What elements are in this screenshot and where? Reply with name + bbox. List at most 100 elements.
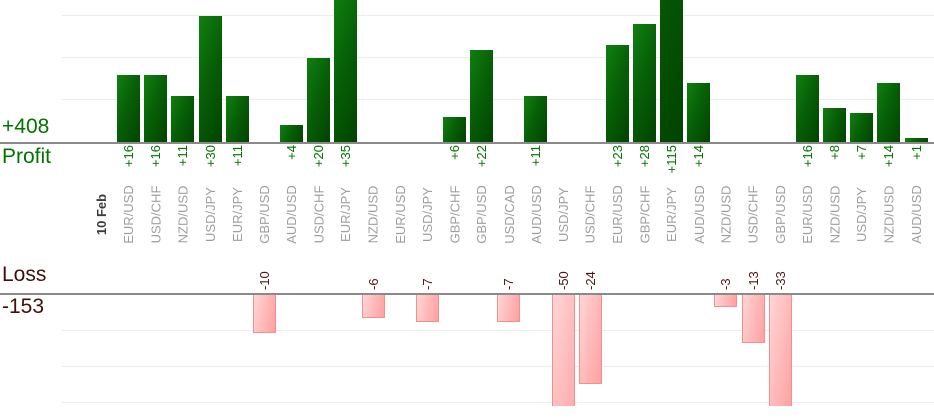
pair-label: EUR/USD (390, 184, 410, 244)
pair-text: NZD/USD (718, 185, 734, 243)
pair-text: GBP/USD (256, 184, 272, 244)
profit-value-label: +14 (691, 145, 707, 168)
profit-bar (850, 113, 874, 142)
profit-bar (795, 75, 819, 142)
pair-label: NZD/USD (879, 185, 899, 243)
profit-bar (307, 58, 331, 142)
profit-bar (144, 75, 168, 142)
pair-label: EUR/JPY (662, 185, 682, 243)
profit-value-label: +11 (175, 145, 191, 167)
profit-bar (198, 16, 222, 142)
loss-gridline (62, 402, 934, 403)
loss-bar (551, 295, 575, 406)
pair-text: USD/JPY (555, 186, 571, 242)
pair-label: GBP/CHF (444, 185, 464, 243)
profit-value-label: +11 (528, 145, 544, 167)
date-label: 10 Feb (92, 185, 112, 243)
loss-bar (415, 295, 439, 322)
loss-value-label: -33 (772, 271, 788, 290)
profit-gridline (62, 15, 934, 16)
profit-value-label: +7 (854, 145, 870, 160)
pair-text: AUD/USD (908, 184, 924, 244)
loss-axis-line (0, 293, 934, 295)
pair-label: NZD/USD (825, 185, 845, 243)
profit-value-label: +35 (338, 145, 354, 168)
pair-text: NZD/USD (365, 185, 381, 243)
pair-text: GBP/USD (474, 184, 490, 244)
pair-text: EUR/JPY (664, 186, 680, 242)
profit-bar (660, 0, 684, 142)
profit-value-label: +4 (284, 145, 300, 160)
pair-text: EUR/USD (392, 184, 408, 244)
pair-label: EUR/JPY (227, 185, 247, 243)
pair-label: USD/JPY (553, 185, 573, 243)
profit-bar (524, 96, 548, 142)
pair-text: EUR/JPY (338, 186, 354, 242)
pair-text: AUD/USD (528, 184, 544, 244)
pair-label: GBP/USD (770, 184, 790, 244)
pair-text: EUR/USD (609, 184, 625, 244)
pair-label: USD/CHF (743, 185, 763, 243)
profit-value-label: +16 (799, 145, 815, 168)
pair-label: USD/JPY (200, 185, 220, 243)
pair-label: AUD/USD (282, 184, 302, 244)
pair-text: AUD/USD (284, 184, 300, 244)
pair-label: USD/CHF (580, 185, 600, 243)
pair-text: GBP/CHF (446, 185, 462, 243)
profit-plot-area (0, 0, 934, 142)
profit-bar (633, 24, 656, 142)
pair-label: NZD/USD (363, 185, 383, 243)
pair-label: EUR/USD (607, 184, 627, 244)
pair-label: USD/CHF (146, 185, 166, 243)
profit-bar (225, 96, 249, 142)
loss-value-label: -7 (501, 278, 517, 290)
loss-bar (578, 295, 602, 384)
pair-text: USD/CHF (745, 185, 761, 243)
loss-value-label: -24 (582, 271, 598, 290)
profit-bar (687, 83, 711, 142)
pair-label: USD/JPY (417, 185, 437, 243)
loss-bar (361, 295, 385, 318)
profit-value-label: +16 (121, 145, 137, 168)
pair-text: NZD/USD (827, 185, 843, 243)
pair-label: AUD/USD (526, 184, 546, 244)
pair-label: AUD/USD (906, 184, 926, 244)
pair-text: NZD/USD (175, 185, 191, 243)
pair-text: USD/CHF (582, 185, 598, 243)
pair-label: GBP/CHF (635, 185, 655, 243)
profit-value-label: +30 (202, 145, 218, 168)
profit-bar (877, 83, 901, 142)
loss-value-label: -3 (718, 278, 734, 290)
profit-value-label: +1 (908, 145, 924, 160)
pair-label: EUR/JPY (336, 185, 356, 243)
pair-label: AUD/USD (689, 184, 709, 244)
pair-text: GBP/CHF (637, 185, 653, 243)
loss-bar (768, 295, 792, 406)
profit-bar (117, 75, 141, 142)
pair-label: GBP/USD (254, 184, 274, 244)
pair-label: USD/CHF (309, 185, 329, 243)
pair-label: EUR/USD (797, 185, 817, 244)
loss-value-label: -50 (555, 271, 571, 290)
loss-bar (497, 295, 521, 322)
pair-text: USD/CHF (311, 185, 327, 243)
pair-label: USD/CAD (499, 185, 519, 244)
loss-total-label: -153 (2, 295, 45, 318)
loss-gridline (62, 330, 934, 331)
pair-label: USD/JPY (852, 185, 872, 243)
pair-text: USD/JPY (202, 186, 218, 242)
profit-bar (442, 117, 466, 142)
pair-text: EUR/JPY (229, 186, 245, 242)
profit-gridline (62, 57, 934, 58)
profit-axis-title: Profit (2, 145, 52, 168)
loss-bar (741, 295, 765, 343)
pair-text: GBP/USD (772, 184, 788, 244)
profit-value-label: +22 (474, 145, 490, 168)
profit-total-label: +408 (2, 115, 50, 138)
loss-bar (714, 295, 738, 307)
loss-axis-title: Loss (2, 263, 47, 286)
profit-bar (171, 96, 195, 142)
loss-value-label: -10 (256, 271, 272, 290)
profit-value-label: +14 (881, 145, 897, 168)
pair-text: AUD/USD (691, 184, 707, 244)
